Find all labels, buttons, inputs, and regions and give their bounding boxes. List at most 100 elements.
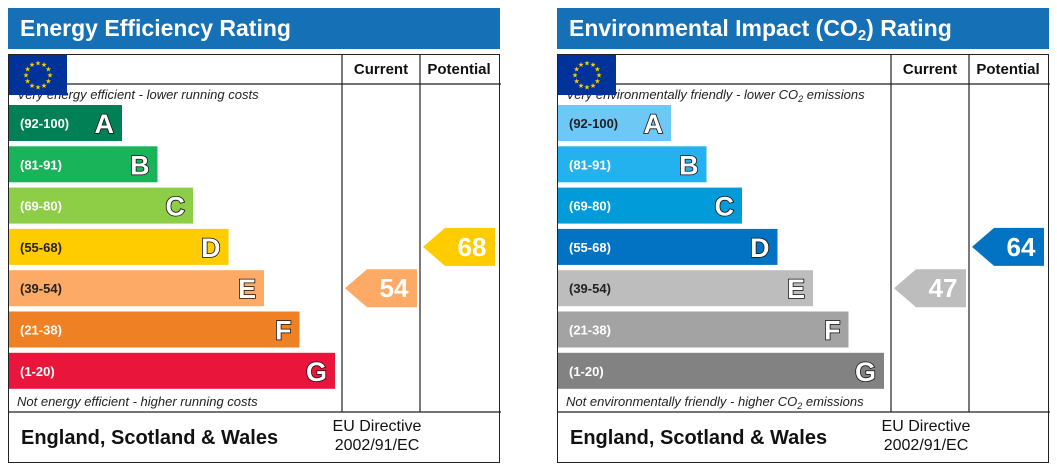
environmental-impact-panel: Environmental Impact (CO2) Rating (92-10…: [557, 8, 1050, 463]
band-range-label: (81-91): [20, 157, 62, 172]
band-c: (69-80) C: [558, 187, 742, 224]
band-b: (81-91) B: [558, 146, 707, 183]
potential-rating-arrow: 68: [423, 227, 495, 266]
env-top-note: Very environmentally friendly - lower CO…: [566, 87, 865, 104]
band-d: (55-68) D: [9, 228, 229, 265]
band-range-label: (69-80): [569, 199, 611, 214]
star-icon: ★: [596, 72, 602, 80]
band-range-label: (92-100): [569, 116, 618, 131]
env-bottom-note: Not environmentally friendly - higher CO…: [566, 394, 864, 411]
environmental-title: Environmental Impact (CO2) Rating: [557, 8, 1049, 49]
star-icon: ★: [584, 84, 590, 92]
environmental-chart-box: (92-100) A (81-91) B (69-80) C (55-68) D (39-54)…: [557, 54, 1050, 463]
star-icon: ★: [590, 61, 596, 69]
band-range-label: (21-38): [569, 323, 611, 338]
potential-rating-value: 64: [1007, 232, 1036, 262]
band-bar: [9, 270, 264, 307]
band-a: (92-100) A: [558, 105, 671, 141]
band-letter: B: [130, 150, 150, 180]
current-arrow-shape: [894, 269, 966, 308]
band-range-label: (81-91): [569, 157, 611, 172]
env-potential-header: Potential: [976, 61, 1040, 78]
eu-flag-icon: ★ ★★★★★★★★★★★: [9, 55, 67, 95]
band-c: (69-80) C: [9, 187, 193, 224]
current-arrow-shape: [345, 269, 417, 308]
chart-grid: [9, 55, 501, 413]
band-bar: [558, 270, 813, 307]
band-bar: [9, 311, 300, 348]
band-bar: [9, 105, 122, 141]
band-d: (55-68) D: [558, 228, 778, 265]
band-bar: [558, 352, 884, 389]
band-letter: G: [306, 357, 327, 387]
star-icon: ★: [45, 66, 51, 74]
band-letter: D: [750, 233, 770, 263]
band-f: (21-38) F: [9, 311, 300, 348]
chart-grid: [558, 55, 1050, 413]
band-f: (21-38) F: [558, 311, 849, 348]
band-range-label: (92-100): [20, 116, 69, 131]
band-letter: D: [201, 233, 221, 263]
band-bar: [558, 187, 742, 224]
band-e: (39-54) E: [558, 270, 813, 307]
band-letter: E: [238, 274, 256, 304]
band-range-label: (21-38): [20, 323, 62, 338]
star-icon: ★: [47, 72, 53, 80]
energy-efficiency-panel: Energy Efficiency Rating (92-100) A (81-91…: [8, 8, 501, 463]
band-range-label: (1-20): [569, 364, 604, 379]
band-bar: [558, 105, 671, 141]
star-icon: ★: [24, 66, 30, 74]
star-icon: ★: [35, 84, 41, 92]
energy-current-header: Current: [353, 61, 409, 78]
band-letter: C: [715, 192, 735, 222]
band-g: (1-20) G: [9, 352, 335, 389]
star-icon: ★: [23, 72, 29, 80]
env-footer-directive: EU Directive 2002/91/EC: [876, 417, 976, 455]
star-icon: ★: [573, 78, 579, 86]
band-b: (81-91) B: [9, 146, 158, 183]
band-bar: [558, 311, 849, 348]
environmental-rating-chart: (92-100) A (81-91) B (69-80) C (55-68) D (39-54)…: [558, 55, 1050, 413]
star-icon: ★: [594, 78, 600, 86]
env-footer-region: England, Scotland & Wales: [570, 427, 828, 449]
star-icon: ★: [45, 78, 51, 86]
energy-rating-chart: (92-100) A (81-91) B (69-80) C (55-68) D (39-54)…: [9, 55, 501, 413]
band-letter: A: [644, 109, 664, 139]
directive-line-2: 2002/91/EC: [883, 437, 969, 454]
energy-title: Energy Efficiency Rating: [8, 8, 500, 49]
star-icon: ★: [41, 82, 47, 90]
star-icon: ★: [578, 61, 584, 69]
band-a: (92-100) A: [9, 105, 122, 141]
current-rating-value: 54: [380, 273, 409, 303]
band-letter: G: [855, 357, 876, 387]
energy-bottom-note: Not energy efficient - higher running co…: [17, 394, 258, 409]
band-letter: A: [95, 109, 115, 139]
band-range-label: (39-54): [20, 281, 62, 296]
band-range-label: (1-20): [20, 364, 55, 379]
band-bar: [9, 228, 229, 265]
energy-top-note: Very energy efficient - lower running co…: [17, 87, 259, 102]
star-icon: ★: [594, 66, 600, 74]
star-icon: ★: [590, 82, 596, 90]
band-range-label: (55-68): [569, 240, 611, 255]
eu-flag-icon: ★ ★★★★★★★★★★★: [558, 55, 616, 95]
band-range-label: (69-80): [20, 199, 62, 214]
star-icon: ★: [41, 61, 47, 69]
directive-line-1: EU Directive: [881, 418, 971, 435]
band-letter: E: [787, 274, 805, 304]
energy-potential-header: Potential: [427, 61, 491, 78]
energy-chart-box: (92-100) A (81-91) B (69-80) C (55-68) D (39-54)…: [8, 54, 501, 463]
star-icon: ★: [29, 61, 35, 69]
star-icon: ★: [29, 82, 35, 90]
band-bar: [9, 146, 158, 183]
current-rating-value: 47: [929, 273, 958, 303]
env-current-header: Current: [902, 61, 958, 78]
band-bar: [9, 187, 193, 224]
potential-arrow-shape: [423, 227, 495, 266]
star-icon: ★: [35, 60, 41, 68]
band-bar: [558, 146, 707, 183]
current-rating-arrow: 47: [894, 269, 966, 308]
band-e: (39-54) E: [9, 270, 264, 307]
directive-line-1: EU Directive: [332, 418, 422, 435]
band-letter: F: [824, 316, 841, 346]
